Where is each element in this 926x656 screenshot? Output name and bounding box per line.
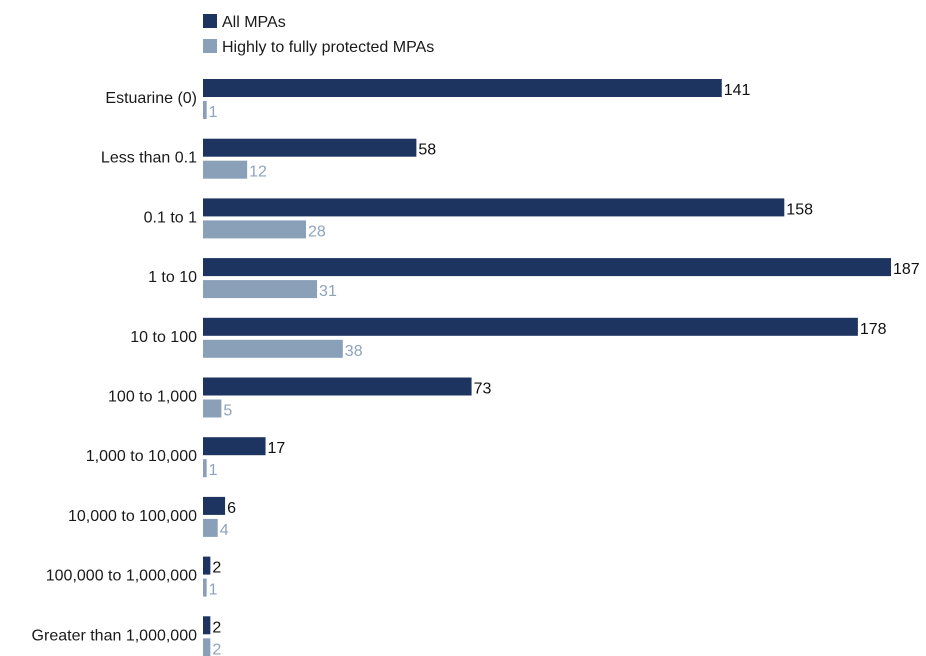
data-label-all-mpas: 187 [893, 261, 920, 278]
category-group: 100 to 1,000 73 5 [108, 377, 492, 420]
category-label: 1,000 to 10,000 [86, 448, 197, 465]
bar-highly-protected [203, 518, 218, 537]
bar-highly-protected [203, 459, 207, 478]
category-label: 10 to 100 [130, 329, 197, 346]
category-group: 0.1 to 1 158 28 [144, 198, 813, 240]
bar-highly-protected [203, 101, 207, 119]
data-label-all-mpas: 73 [474, 381, 492, 398]
bar-all-mpas [203, 79, 722, 97]
bar-all-mpas [203, 496, 226, 515]
category-group: Less than 0.1 58 12 [101, 138, 436, 181]
bar-all-mpas [203, 138, 417, 157]
bar-highly-protected [203, 339, 343, 358]
category-group: 10,000 to 100,000 6 4 [68, 496, 236, 539]
legend-swatch-all-mpas [203, 14, 217, 28]
bar-highly-protected [203, 638, 211, 656]
data-label-all-mpas: 141 [724, 82, 751, 99]
data-label-highly-protected: 38 [345, 343, 363, 360]
bar-highly-protected [203, 399, 222, 418]
category-label: Greater than 1,000,000 [32, 627, 198, 644]
data-label-highly-protected: 28 [308, 223, 326, 240]
data-label-highly-protected: 1 [209, 104, 218, 121]
bar-all-mpas [203, 377, 472, 396]
bar-highly-protected [203, 578, 207, 597]
category-label: 10,000 to 100,000 [68, 508, 197, 525]
category-group: Greater than 1,000,000 2 2 [32, 616, 221, 656]
bar-highly-protected [203, 220, 307, 239]
category-group: 1,000 to 10,000 17 1 [86, 437, 286, 479]
category-label: 100 to 1,000 [108, 389, 197, 406]
bar-all-mpas [203, 198, 785, 217]
bar-highly-protected [203, 160, 248, 179]
data-label-all-mpas: 178 [860, 321, 887, 338]
legend-label-highly-protected: Highly to fully protected MPAs [222, 39, 434, 56]
bar-all-mpas [203, 556, 211, 575]
bar-all-mpas [203, 437, 266, 456]
legend-label-all-mpas: All MPAs [222, 14, 286, 31]
category-group: 100,000 to 1,000,000 2 1 [46, 556, 221, 599]
data-label-highly-protected: 1 [209, 462, 218, 479]
bar-all-mpas [203, 317, 858, 336]
category-label: Less than 0.1 [101, 150, 197, 167]
data-label-highly-protected: 31 [319, 283, 337, 300]
data-label-all-mpas: 2 [212, 560, 221, 577]
data-label-highly-protected: 12 [249, 164, 267, 181]
category-label: Estuarine (0) [105, 90, 197, 107]
data-label-all-mpas: 17 [268, 440, 286, 457]
data-label-all-mpas: 2 [212, 619, 221, 636]
data-label-all-mpas: 158 [786, 201, 813, 218]
data-label-all-mpas: 58 [418, 142, 436, 159]
category-label: 0.1 to 1 [144, 209, 197, 226]
data-label-highly-protected: 1 [209, 582, 218, 599]
bar-all-mpas [203, 258, 891, 277]
category-group: 10 to 100 178 38 [130, 317, 887, 360]
data-label-highly-protected: 2 [212, 641, 221, 656]
category-label: 1 to 10 [148, 269, 197, 286]
data-label-highly-protected: 5 [223, 403, 232, 420]
data-label-highly-protected: 4 [220, 522, 229, 539]
category-group: Estuarine (0) 141 1 [105, 79, 751, 121]
chart-legend: All MPAs Highly to fully protected MPAs [203, 14, 434, 56]
data-label-all-mpas: 6 [227, 500, 236, 517]
legend-swatch-highly-protected [203, 39, 217, 53]
bar-highly-protected [203, 280, 318, 299]
category-group: 1 to 10 187 31 [148, 258, 920, 300]
category-label: 100,000 to 1,000,000 [46, 568, 197, 585]
bar-all-mpas [203, 616, 211, 635]
